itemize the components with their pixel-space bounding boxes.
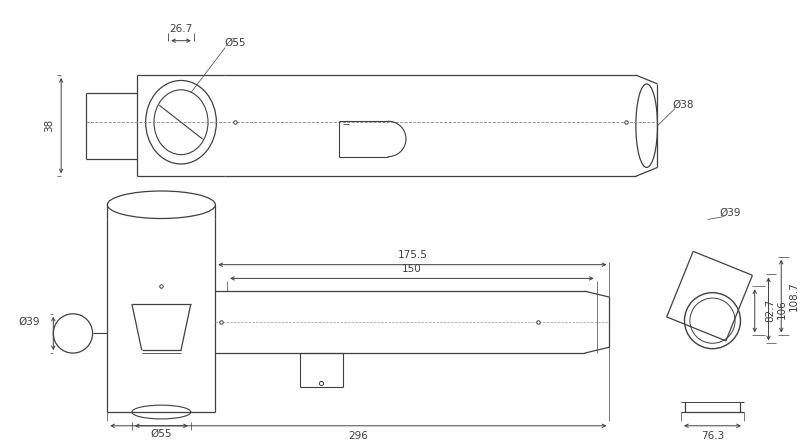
Text: 26.7: 26.7 — [169, 24, 193, 34]
Text: Ø39: Ø39 — [18, 316, 40, 327]
Text: Ø55: Ø55 — [150, 429, 172, 438]
Text: Ø55: Ø55 — [224, 38, 246, 48]
Text: Ø39: Ø39 — [719, 208, 741, 217]
Text: 76.3: 76.3 — [701, 431, 724, 441]
Text: 150: 150 — [402, 263, 421, 274]
Text: Ø38: Ø38 — [672, 99, 694, 110]
Text: 175.5: 175.5 — [397, 250, 427, 260]
Text: 108.7: 108.7 — [789, 281, 799, 311]
Text: 38: 38 — [44, 119, 54, 132]
Text: 82.7: 82.7 — [765, 299, 776, 323]
Text: 296: 296 — [349, 431, 368, 441]
Text: 106: 106 — [777, 299, 787, 319]
